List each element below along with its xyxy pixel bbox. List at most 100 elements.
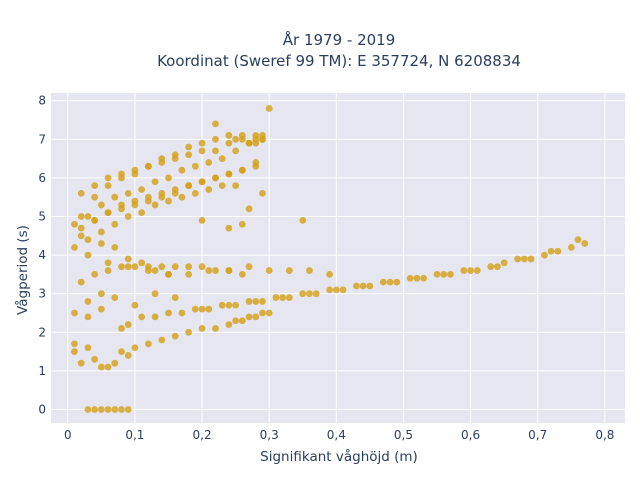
data-point (118, 325, 125, 332)
data-point (494, 263, 501, 271)
y-tick-label: 2 (38, 325, 46, 339)
data-point (77, 213, 85, 220)
data-point (238, 220, 246, 228)
data-point (212, 174, 219, 182)
data-point (212, 120, 219, 128)
data-point (413, 274, 421, 282)
data-point (144, 340, 152, 348)
data-point (158, 189, 166, 197)
data-point (77, 359, 85, 367)
data-point (225, 139, 233, 147)
data-point (111, 359, 119, 367)
data-point (97, 240, 105, 247)
data-point (440, 271, 448, 278)
data-point (84, 251, 92, 259)
data-point (144, 267, 152, 274)
chart-title-line-2: Koordinat (Sweref 99 TM): E 357724, N 62… (157, 52, 521, 70)
data-point (91, 406, 99, 413)
data-point (97, 201, 105, 209)
data-point (185, 328, 193, 336)
data-point (245, 205, 253, 213)
data-point (185, 143, 193, 151)
y-tick-label: 0 (38, 402, 46, 416)
data-point (473, 267, 481, 274)
data-point (198, 178, 206, 186)
data-point (205, 159, 213, 166)
data-point (138, 259, 146, 267)
data-point (151, 290, 159, 298)
data-point (265, 309, 273, 317)
data-point (252, 313, 260, 321)
y-tick-label: 7 (38, 132, 46, 146)
data-point (191, 305, 199, 313)
data-point (77, 278, 85, 286)
data-point (104, 363, 112, 371)
data-point (326, 286, 334, 294)
data-point (91, 182, 99, 190)
data-point (111, 243, 119, 251)
data-point (218, 182, 226, 190)
x-tick-label: 0,1 (125, 428, 144, 442)
data-point (541, 251, 548, 259)
data-point (581, 240, 589, 247)
data-point (527, 255, 535, 263)
data-point (77, 232, 85, 240)
plot-area (51, 93, 625, 423)
data-point (225, 267, 233, 274)
data-point (71, 243, 78, 251)
data-point (118, 263, 125, 271)
data-point (198, 216, 206, 224)
data-point (97, 290, 105, 298)
data-point (299, 216, 307, 224)
data-point (118, 406, 125, 413)
data-point (124, 321, 132, 328)
data-point (285, 294, 293, 301)
data-point (124, 406, 132, 413)
data-point (171, 186, 179, 193)
data-point (138, 313, 146, 321)
y-axis-label: Vågperiod (s) (14, 225, 31, 315)
data-point (460, 267, 468, 274)
data-point (567, 243, 575, 251)
data-point (205, 267, 213, 274)
data-point (198, 263, 206, 271)
data-point (71, 340, 78, 348)
data-point (212, 267, 219, 274)
data-point (265, 267, 273, 274)
y-axis-ticks: 0 1 2 3 4 5 6 7 8 (38, 94, 46, 417)
data-point (433, 271, 441, 278)
data-point (238, 166, 246, 174)
data-point (144, 193, 152, 201)
data-point (225, 132, 233, 139)
data-point (111, 220, 119, 228)
data-point (520, 255, 528, 263)
data-point (198, 325, 206, 332)
data-point (353, 282, 360, 290)
data-point (279, 294, 287, 301)
data-point (158, 336, 166, 344)
data-point (386, 278, 394, 286)
data-point (185, 182, 193, 190)
data-point (178, 309, 186, 317)
data-point (118, 201, 125, 209)
x-tick-label: 0,4 (327, 428, 346, 442)
data-point (225, 224, 233, 232)
data-point (272, 294, 280, 301)
data-point (131, 166, 139, 174)
data-point (339, 286, 347, 294)
data-point (326, 271, 334, 278)
data-point (198, 139, 206, 147)
data-point (77, 224, 85, 232)
data-point (104, 182, 112, 190)
data-point (104, 174, 112, 182)
data-point (332, 286, 340, 294)
data-point (124, 352, 132, 359)
data-point (225, 170, 233, 178)
data-point (77, 189, 85, 197)
data-point (158, 159, 166, 166)
data-point (91, 271, 99, 278)
data-point (225, 301, 233, 309)
data-point (238, 135, 246, 143)
data-point (232, 135, 240, 143)
